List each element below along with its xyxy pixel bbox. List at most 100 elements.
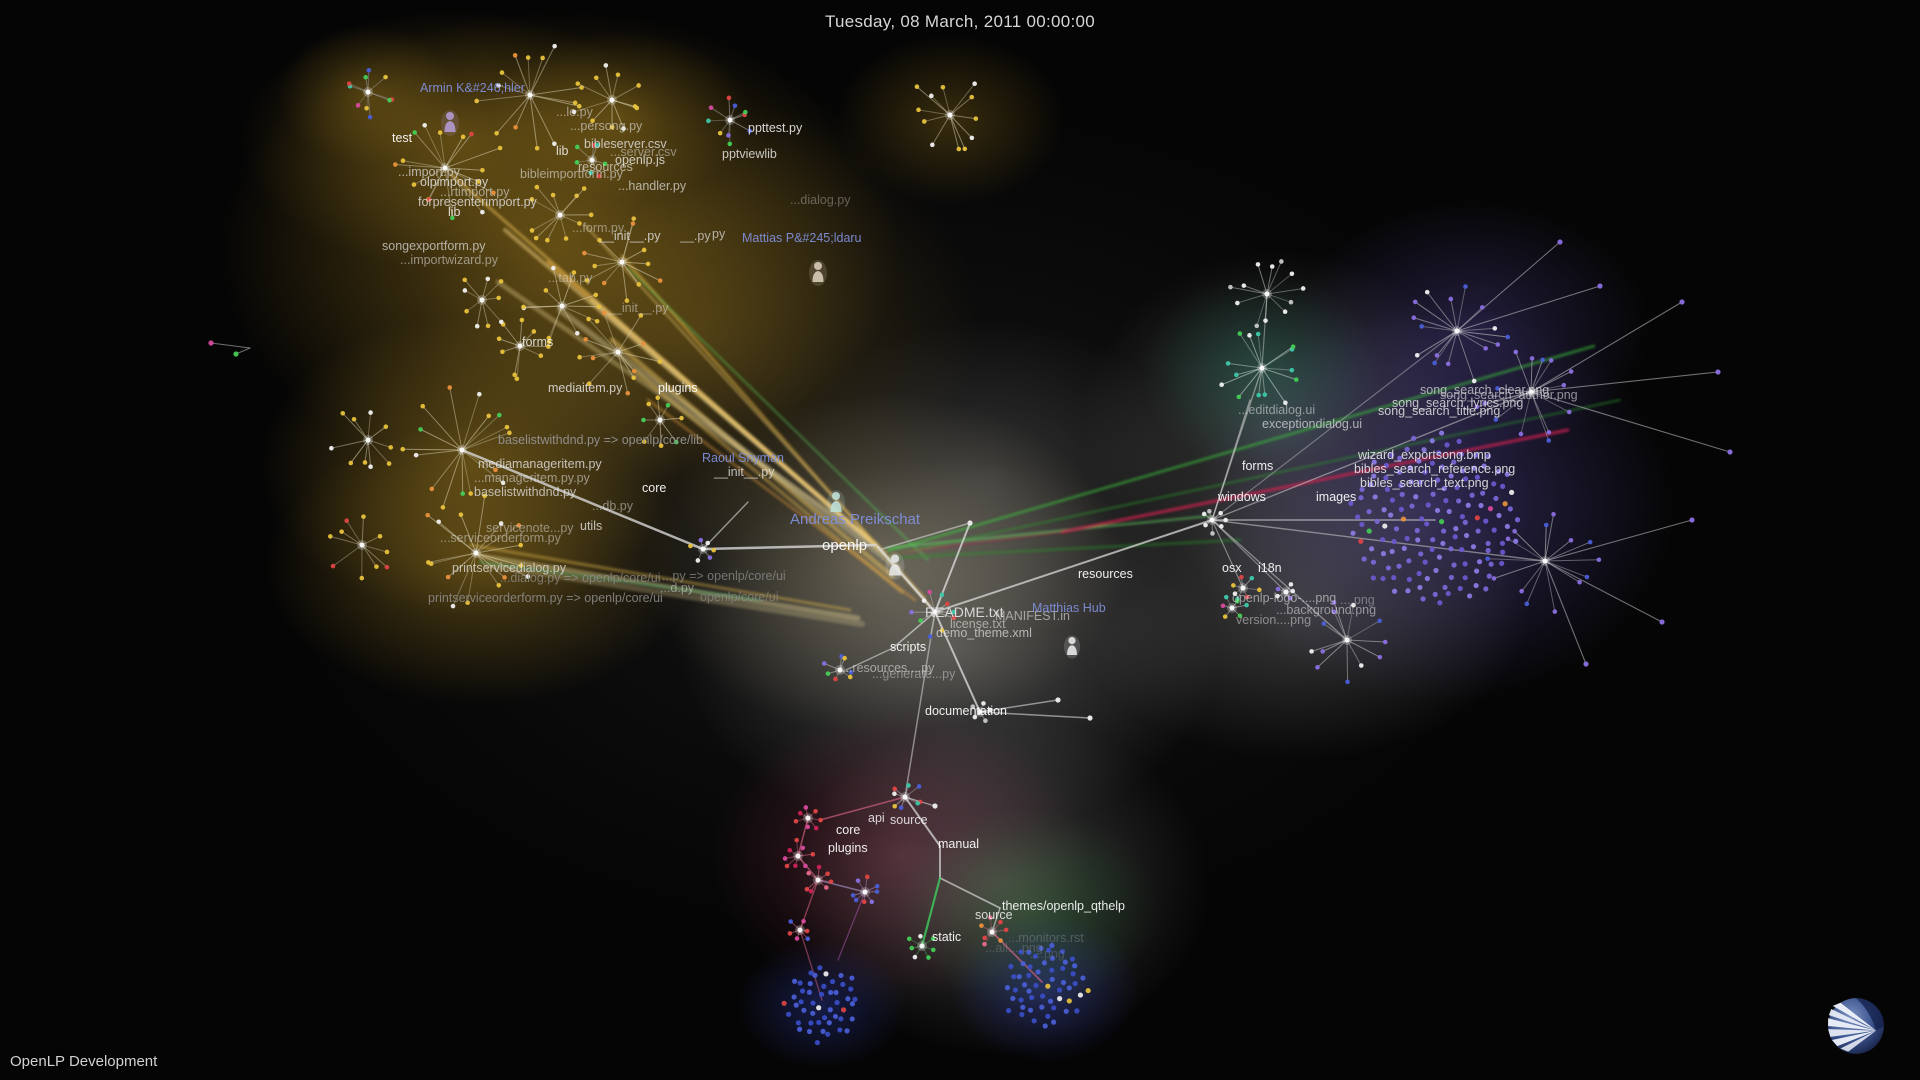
file-node: [1026, 988, 1032, 994]
cluster-spoke: [1526, 560, 1546, 605]
file-node: [440, 505, 446, 510]
file-node: [810, 851, 816, 857]
file-node: [918, 933, 923, 939]
edge-tip-node: [1715, 369, 1721, 375]
file-node: [1566, 409, 1572, 415]
file-node: [400, 446, 406, 452]
cluster-spoke: [796, 840, 799, 857]
file-node: [591, 142, 597, 148]
cluster-spoke: [1520, 391, 1532, 435]
glow-aura: [835, 35, 1065, 205]
file-node: [706, 118, 711, 124]
cluster-spoke: [659, 419, 677, 443]
file-node: [1072, 981, 1078, 987]
file-node: [1485, 547, 1491, 554]
file-node: [1458, 451, 1464, 457]
cluster-spoke: [1515, 351, 1532, 393]
cluster-node: [979, 915, 1009, 947]
file-node: [1331, 609, 1337, 615]
file-node: [1443, 498, 1449, 504]
file-node: [1391, 588, 1398, 594]
cluster-spoke: [332, 544, 363, 567]
file-node: [411, 182, 417, 187]
cluster-spoke: [617, 351, 629, 394]
edge: [460, 448, 705, 551]
file-node: [1321, 621, 1327, 626]
cluster-center: [1229, 605, 1235, 611]
cluster-spoke: [514, 55, 531, 96]
file-label: mediaitem.py: [548, 381, 623, 395]
file-node: [1051, 1005, 1057, 1011]
file-node: [655, 395, 661, 401]
file-node: [593, 75, 599, 81]
cluster-node: [1201, 508, 1228, 536]
file-node: [874, 889, 880, 894]
cluster-spoke: [643, 419, 661, 443]
directory-label: osx: [1222, 561, 1242, 575]
file-node: [1471, 465, 1477, 471]
file-node: [1382, 523, 1388, 529]
file-node: [507, 430, 512, 436]
file-node: [804, 928, 810, 934]
file-node: [1396, 469, 1402, 475]
cluster-spoke: [531, 198, 561, 216]
file-node: [849, 1001, 856, 1007]
cluster-node: [1220, 594, 1249, 619]
edge-tip-node: [1583, 661, 1589, 667]
cluster-spoke: [481, 299, 502, 323]
file-label: printservicedialog.py: [452, 561, 567, 575]
cluster-node: [425, 493, 531, 609]
file-node: [529, 197, 535, 202]
file-node: [810, 1010, 816, 1016]
cluster-spoke: [1258, 367, 1263, 396]
file-node: [1391, 538, 1397, 545]
file-node: [1404, 446, 1410, 452]
file-node: [631, 216, 637, 221]
file-label: bibles_search_reference.png: [1354, 462, 1515, 476]
file-node: [727, 141, 733, 147]
file-node: [574, 160, 580, 165]
cluster-spoke: [934, 594, 943, 613]
cluster-spoke: [559, 188, 585, 216]
file-node: [998, 919, 1003, 925]
cluster-spoke: [1266, 261, 1282, 295]
cluster-spoke: [1497, 387, 1532, 393]
file-node: [1480, 490, 1486, 496]
cluster-spoke: [1530, 359, 1544, 393]
contributor-name-label: Andreas Preikschat: [790, 511, 921, 528]
file-node: [1440, 540, 1446, 547]
file-node: [1256, 392, 1261, 398]
cluster-spoke: [416, 449, 463, 456]
cluster-spoke: [591, 144, 598, 161]
edge-tip-node: [1055, 697, 1061, 703]
file-node: [1457, 585, 1463, 592]
file-node: [512, 372, 517, 378]
cluster-spoke: [1487, 558, 1546, 562]
file-node: [445, 574, 451, 580]
file-node: [1379, 536, 1386, 543]
cluster-spoke: [466, 299, 483, 312]
cluster-spoke: [576, 146, 593, 161]
cluster-spoke: [552, 194, 561, 216]
cluster-center: [862, 889, 868, 895]
cluster-spoke: [659, 417, 682, 421]
file-node: [1300, 286, 1306, 291]
file-node: [1237, 613, 1243, 619]
cluster-spoke: [367, 439, 390, 464]
file-node: [1358, 663, 1364, 668]
logo-dark-quadrant: [1856, 998, 1884, 1031]
beam: [495, 279, 879, 547]
file-node: [827, 1007, 833, 1013]
file-node: [850, 893, 856, 898]
file-node: [840, 1007, 847, 1013]
file-node: [588, 170, 593, 176]
file-node: [1056, 987, 1063, 993]
cluster-spoke: [535, 214, 561, 239]
file-node: [987, 707, 993, 713]
contributor-avatar: [885, 552, 905, 580]
file-node: [807, 980, 813, 987]
file-node: [849, 1016, 855, 1022]
cluster-spoke: [452, 552, 477, 607]
file-node: [474, 98, 479, 104]
file-node: [793, 863, 798, 869]
